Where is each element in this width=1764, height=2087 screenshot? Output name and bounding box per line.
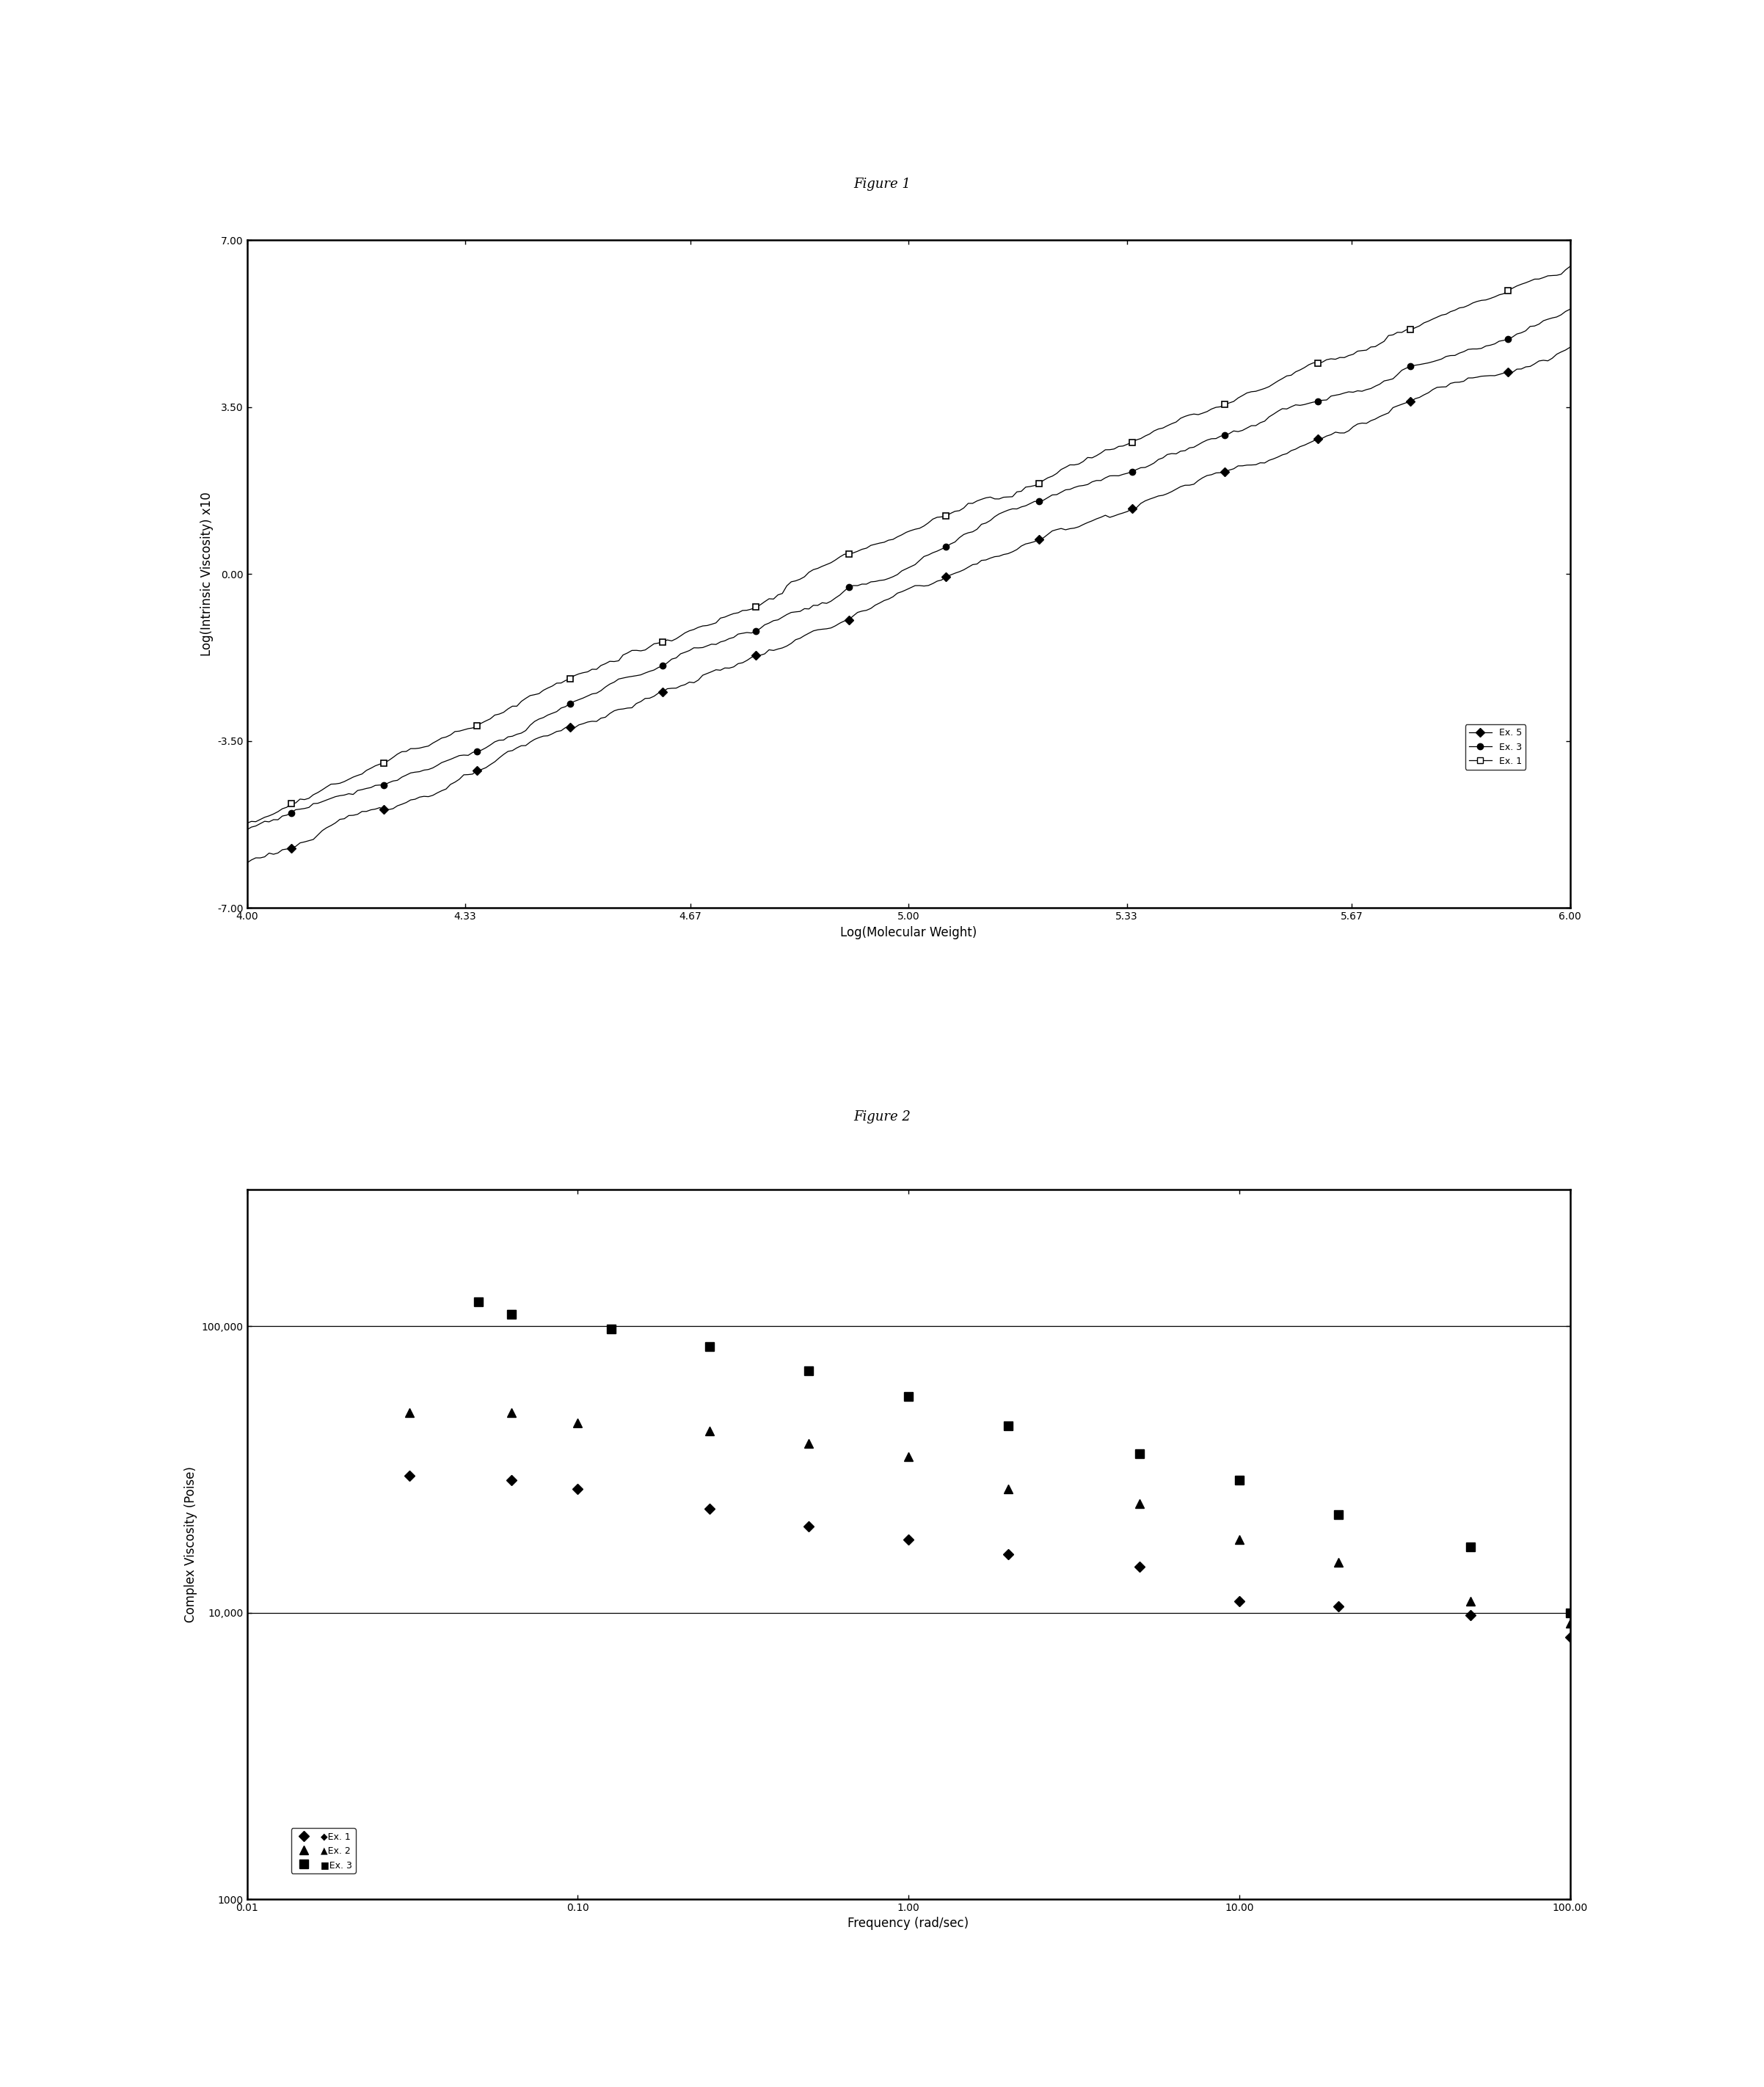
Legend: Ex. 5, Ex. 3, Ex. 1: Ex. 5, Ex. 3, Ex. 1 (1466, 724, 1526, 770)
X-axis label: Frequency (rad/sec): Frequency (rad/sec) (848, 1918, 968, 1930)
X-axis label: Log(Molecular Weight): Log(Molecular Weight) (840, 927, 977, 939)
Text: Figure 1: Figure 1 (854, 177, 910, 190)
Y-axis label: Complex Viscosity (Poise): Complex Viscosity (Poise) (183, 1467, 198, 1622)
Y-axis label: Log(Intrinsic Viscosity) x10: Log(Intrinsic Viscosity) x10 (199, 493, 213, 655)
Legend: ◆Ex. 1, ▲Ex. 2, ■Ex. 3: ◆Ex. 1, ▲Ex. 2, ■Ex. 3 (291, 1828, 356, 1874)
Text: Figure 2: Figure 2 (854, 1110, 910, 1123)
